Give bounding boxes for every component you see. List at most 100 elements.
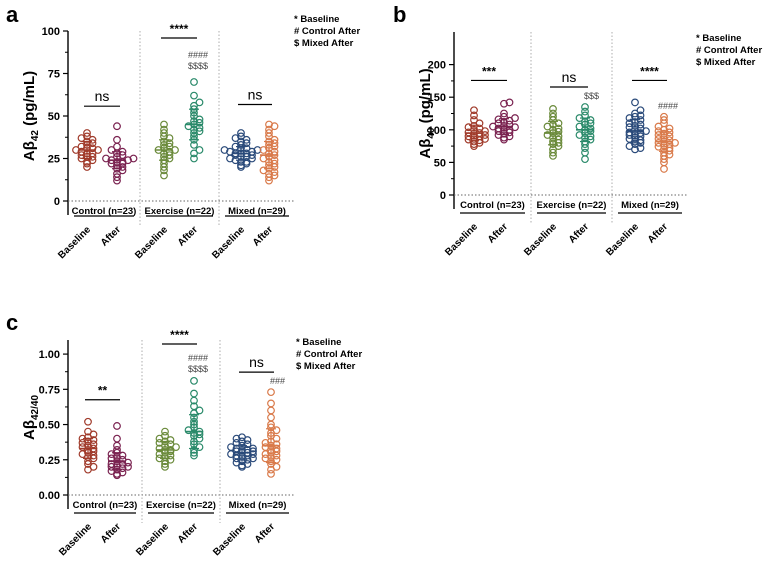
data-point (581, 155, 589, 164)
data-point (549, 145, 557, 154)
category-label: Baseline (57, 521, 94, 558)
data-point (190, 140, 198, 149)
significance-label: **** (640, 64, 659, 78)
data-point (195, 118, 204, 127)
posthoc-marker: #### (188, 353, 208, 363)
data-point (190, 448, 198, 457)
data-point (190, 154, 198, 163)
data-point (475, 119, 484, 128)
y-label-main: Aβ (21, 141, 38, 161)
series-control-baseline (78, 417, 98, 474)
data-point (505, 98, 514, 107)
data-point (102, 154, 110, 163)
significance-label: ns (562, 69, 577, 85)
y-tick-label: 0.50 (39, 420, 60, 432)
data-point (190, 376, 198, 385)
data-point (107, 146, 116, 154)
data-point (259, 166, 268, 175)
data-point (129, 154, 138, 163)
y-tick-label: 0 (440, 190, 446, 202)
data-point (270, 156, 279, 165)
data-point (232, 447, 241, 456)
category-label: Baseline (522, 221, 559, 258)
data-point (161, 462, 169, 471)
y-axis-label: Aβ42/40 (21, 395, 41, 440)
category-label: After (176, 224, 200, 248)
data-point (267, 413, 275, 422)
data-point (654, 127, 663, 136)
data-point (195, 98, 204, 107)
data-point (113, 173, 121, 182)
data-point (242, 157, 251, 166)
data-point (636, 106, 645, 115)
data-point (113, 122, 121, 131)
data-point (248, 147, 256, 156)
data-point (165, 147, 174, 156)
data-point (270, 159, 279, 168)
data-point (242, 135, 251, 144)
legend-entry: * Baseline (696, 33, 741, 44)
category-label: Baseline (56, 224, 93, 261)
data-point (77, 134, 86, 143)
data-point (113, 441, 121, 450)
data-point (88, 152, 97, 161)
data-point (113, 169, 121, 178)
group-label: Mixed (n=29) (228, 206, 286, 217)
data-point (265, 129, 273, 137)
data-point (554, 124, 563, 133)
data-point (636, 116, 645, 124)
data-point (249, 450, 257, 459)
significance-label: ns (248, 87, 263, 103)
data-point (232, 434, 241, 443)
data-point (238, 433, 246, 442)
data-point (625, 114, 634, 122)
legend-entry: # Control After (294, 26, 360, 37)
group-label: Exercise (n=22) (537, 200, 607, 211)
posthoc-marker: #### (658, 101, 678, 111)
data-point (470, 106, 478, 115)
significance-label: ** (98, 384, 108, 398)
y-tick-label: 75 (48, 69, 60, 81)
data-point (78, 438, 87, 447)
data-point (270, 139, 279, 148)
data-point (190, 402, 198, 411)
category-label: After (253, 521, 277, 545)
legend-entry: $ Mixed After (294, 38, 354, 49)
group-label: Control (n=23) (73, 500, 138, 511)
data-point (118, 151, 127, 160)
data-point (500, 99, 508, 108)
data-point (265, 120, 273, 129)
series-mixed-baseline (220, 129, 262, 171)
data-point (155, 450, 164, 459)
category-label: After (251, 224, 275, 248)
y-tick-label: 50 (48, 111, 60, 123)
group-label: Exercise (n=22) (145, 206, 215, 217)
data-point (249, 447, 257, 456)
data-point (231, 134, 240, 143)
data-point (195, 115, 204, 124)
data-point (227, 443, 235, 451)
data-point (84, 417, 92, 426)
y-tick-label: 25 (48, 154, 60, 166)
y-label-unit: (pg/mL) (417, 68, 434, 127)
data-point (237, 137, 245, 146)
data-point (464, 123, 473, 132)
panel-a: a 0 25 50 75 100 Aβ42 (pg/mL) Control (n=23) Exe… (6, 2, 360, 261)
category-label: Baseline (443, 221, 480, 258)
data-point (160, 125, 168, 134)
legend-entry: * Baseline (296, 337, 341, 348)
posthoc-marker: #### (188, 50, 208, 60)
data-point (161, 427, 169, 436)
data-point (83, 163, 91, 171)
data-point (549, 109, 557, 118)
data-point (77, 151, 86, 160)
group-label: Exercise (n=22) (146, 500, 216, 511)
series-control-after (489, 98, 519, 144)
data-point (500, 109, 508, 118)
category-label: After (176, 521, 200, 545)
data-point (88, 144, 97, 153)
data-point (267, 388, 275, 397)
data-point (581, 103, 589, 111)
data-point (88, 135, 97, 144)
